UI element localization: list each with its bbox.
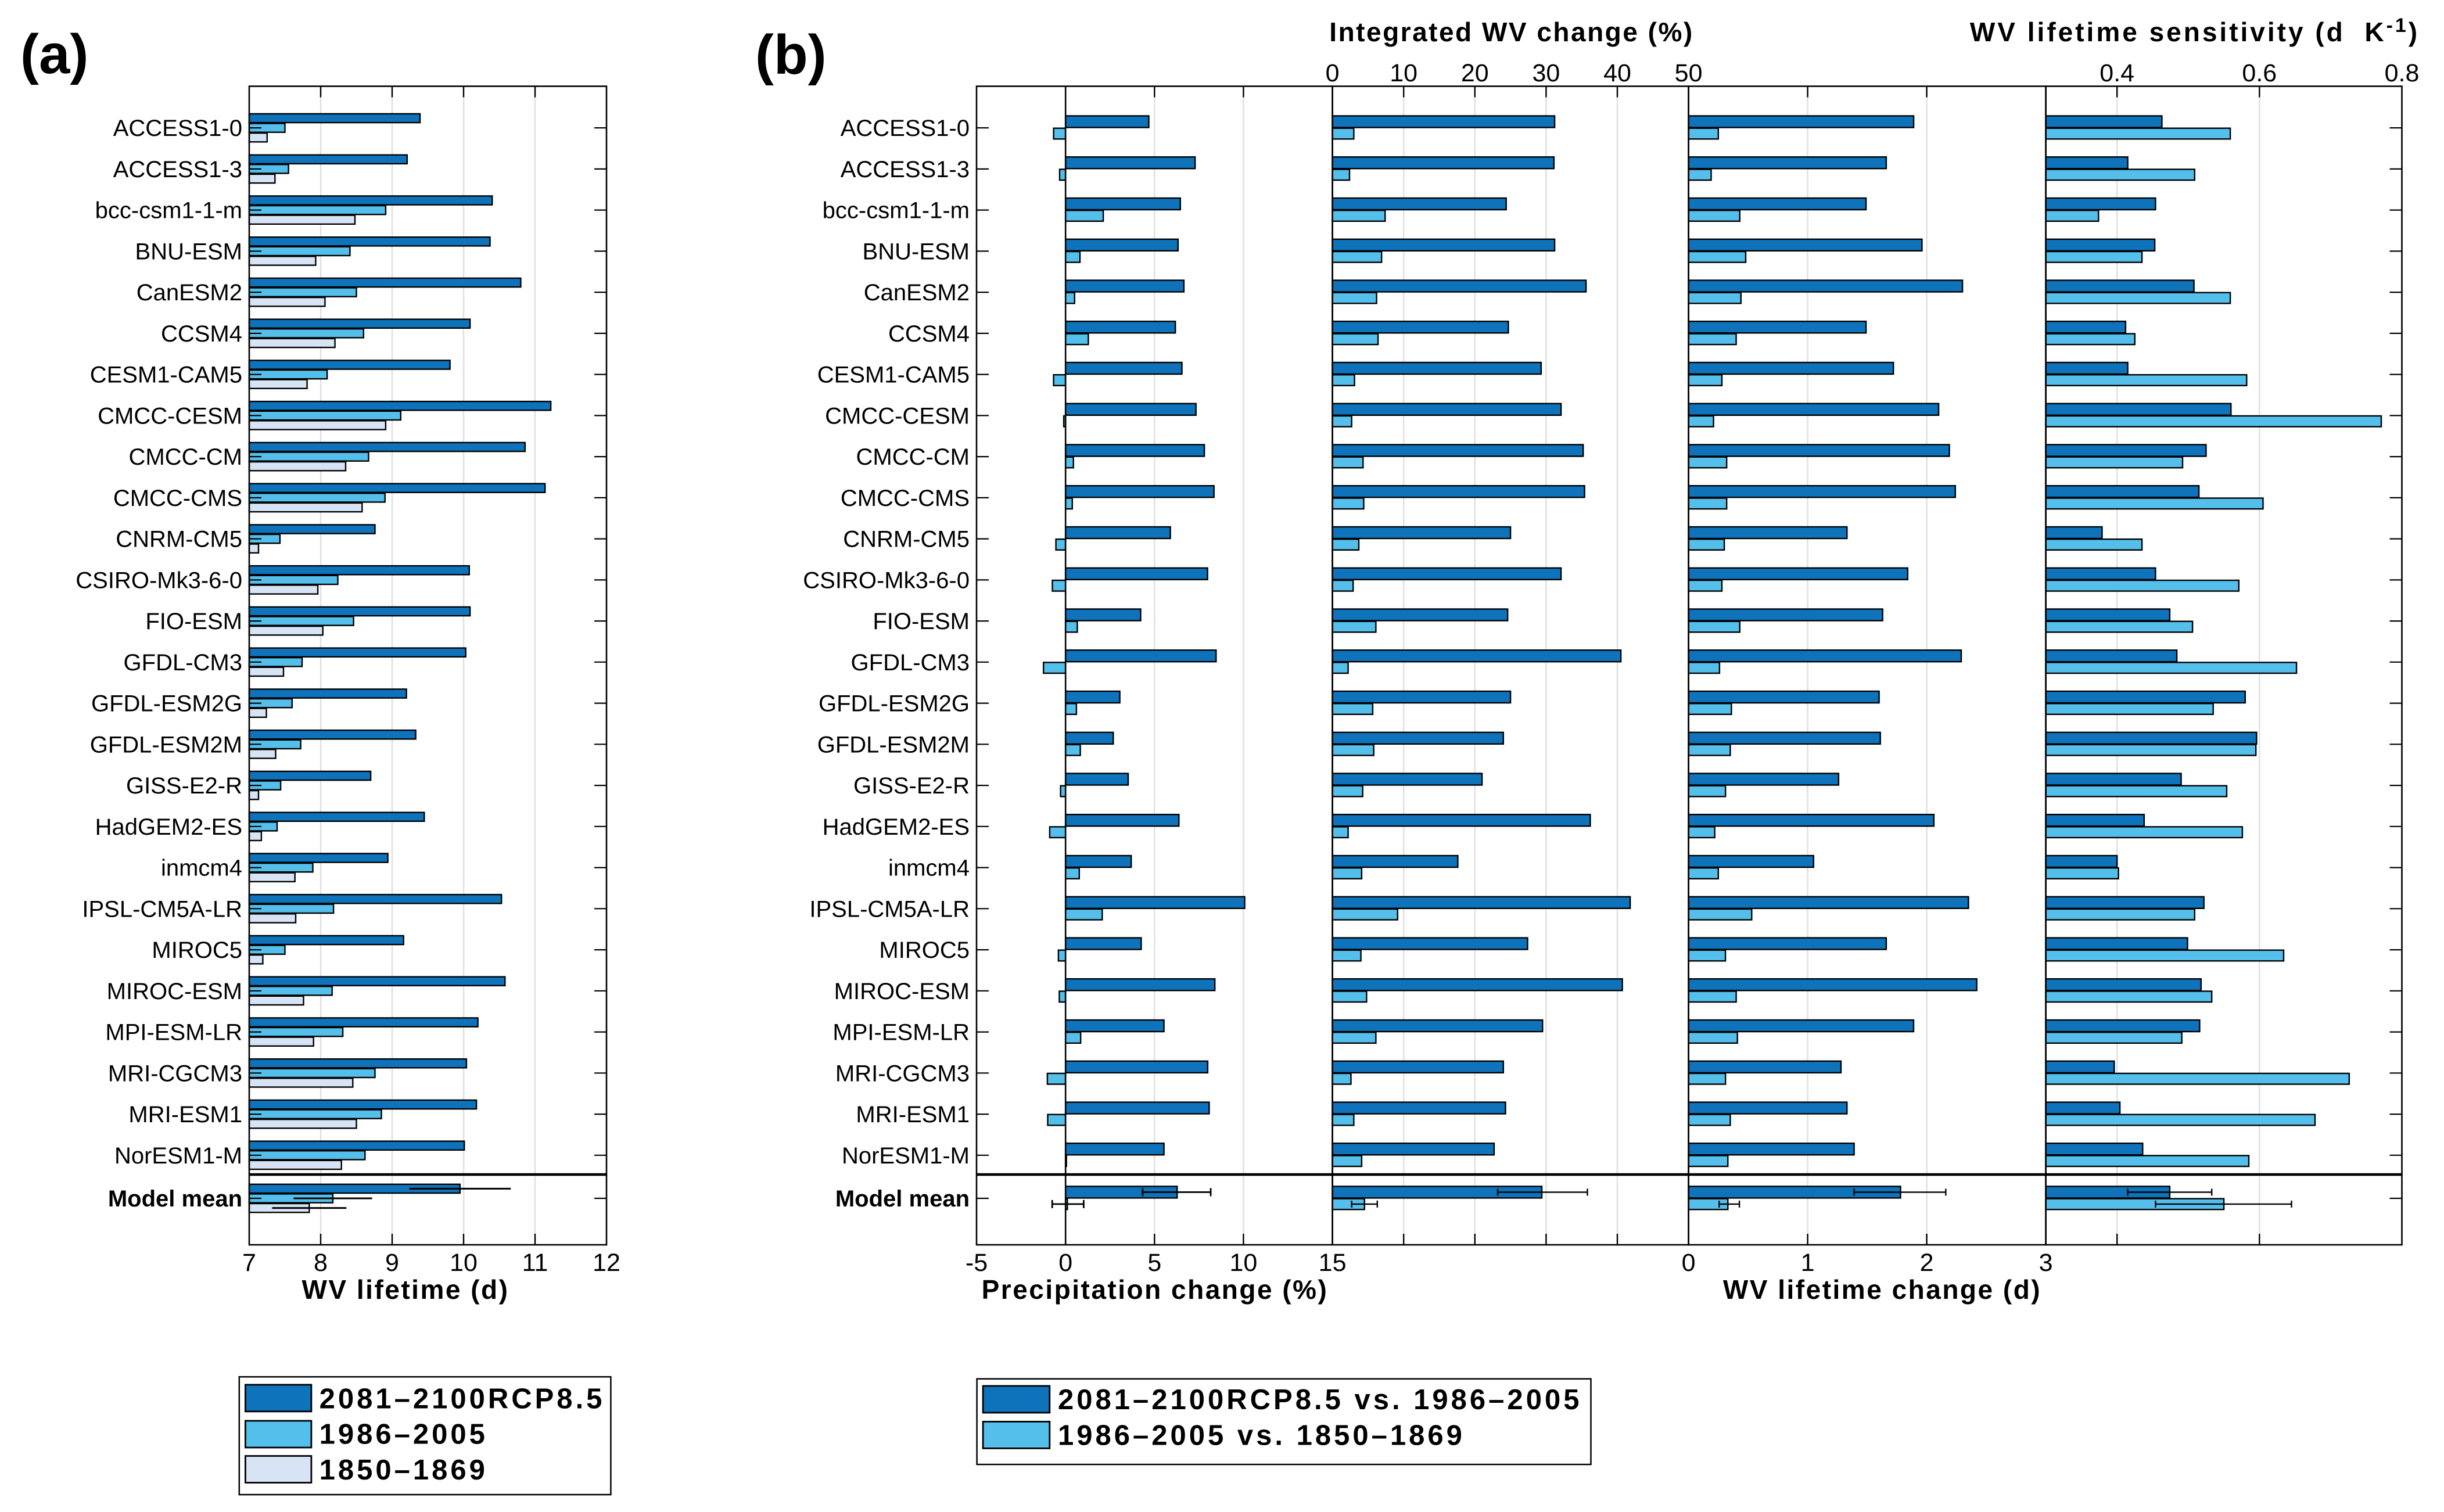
svg-text:MIROC-ESM: MIROC-ESM: [107, 979, 242, 1004]
svg-text:CMCC-CM: CMCC-CM: [856, 444, 970, 470]
svg-text:CESM1-CAM5: CESM1-CAM5: [817, 362, 970, 388]
svg-text:20: 20: [1461, 59, 1489, 87]
svg-text:2081–2100RCP8.5: 2081–2100RCP8.5: [320, 1383, 605, 1414]
svg-text:CNRM-CM5: CNRM-CM5: [116, 527, 242, 552]
svg-text:MRI-CGCM3: MRI-CGCM3: [835, 1061, 970, 1086]
svg-text:ACCESS1-0: ACCESS1-0: [113, 116, 242, 141]
svg-text:1850–1869: 1850–1869: [320, 1454, 488, 1486]
svg-text:GISS-E2-R: GISS-E2-R: [126, 773, 242, 799]
svg-text:MRI-ESM1: MRI-ESM1: [128, 1102, 242, 1127]
svg-text:MIROC5: MIROC5: [879, 938, 970, 963]
svg-text:-5: -5: [966, 1249, 988, 1277]
svg-text:WV lifetime (d): WV lifetime (d): [302, 1274, 509, 1305]
svg-text:ACCESS1-0: ACCESS1-0: [841, 116, 970, 141]
svg-text:GFDL-ESM2G: GFDL-ESM2G: [819, 691, 970, 717]
svg-text:2: 2: [1920, 1249, 1934, 1277]
svg-text:IPSL-CM5A-LR: IPSL-CM5A-LR: [809, 896, 970, 922]
svg-text:MPI-ESM-LR: MPI-ESM-LR: [105, 1020, 242, 1046]
svg-text:WV lifetime change (d): WV lifetime change (d): [1723, 1274, 2041, 1305]
svg-text:bcc-csm1-1-m: bcc-csm1-1-m: [95, 198, 242, 224]
svg-text:0: 0: [1326, 59, 1340, 87]
svg-text:Integrated WV change (%): Integrated WV change (%): [1329, 17, 1693, 47]
svg-text:40: 40: [1603, 59, 1631, 87]
svg-text:GISS-E2-R: GISS-E2-R: [853, 773, 970, 799]
svg-text:inmcm4: inmcm4: [888, 856, 970, 881]
svg-text:NorESM1-M: NorESM1-M: [842, 1143, 970, 1169]
svg-text:50: 50: [1675, 59, 1703, 87]
svg-text:0.8: 0.8: [2385, 59, 2420, 87]
svg-text:NorESM1-M: NorESM1-M: [114, 1143, 242, 1169]
svg-text:0.4: 0.4: [2100, 59, 2134, 87]
svg-text:ACCESS1-3: ACCESS1-3: [841, 157, 970, 182]
svg-text:HadGEM2-ES: HadGEM2-ES: [95, 814, 242, 840]
svg-text:BNU-ESM: BNU-ESM: [135, 239, 242, 264]
svg-text:MPI-ESM-LR: MPI-ESM-LR: [832, 1020, 970, 1046]
svg-text:CanESM2: CanESM2: [137, 280, 242, 306]
svg-text:3: 3: [2039, 1249, 2053, 1277]
svg-text:GFDL-CM3: GFDL-CM3: [124, 650, 242, 676]
svg-text:HadGEM2-ES: HadGEM2-ES: [823, 814, 970, 840]
svg-text:0.6: 0.6: [2242, 59, 2277, 87]
svg-text:15: 15: [1319, 1249, 1347, 1277]
svg-text:MRI-ESM1: MRI-ESM1: [856, 1102, 970, 1127]
svg-text:FIO-ESM: FIO-ESM: [145, 609, 242, 634]
svg-text:10: 10: [1390, 59, 1417, 87]
svg-text:9: 9: [385, 1249, 399, 1277]
svg-text:CMCC-CESM: CMCC-CESM: [825, 403, 970, 429]
svg-text:CMCC-CESM: CMCC-CESM: [98, 403, 242, 429]
svg-text:0: 0: [1682, 1249, 1696, 1277]
svg-text:GFDL-ESM2M: GFDL-ESM2M: [817, 732, 970, 757]
svg-text:(a): (a): [20, 23, 88, 85]
svg-text:5: 5: [1147, 1249, 1161, 1277]
svg-text:CESM1-CAM5: CESM1-CAM5: [90, 362, 242, 388]
svg-text:inmcm4: inmcm4: [161, 856, 242, 881]
svg-text:CSIRO-Mk3-6-0: CSIRO-Mk3-6-0: [76, 568, 242, 593]
svg-text:CanESM2: CanESM2: [864, 280, 970, 306]
svg-text:MRI-CGCM3: MRI-CGCM3: [108, 1061, 242, 1086]
svg-text:GFDL-CM3: GFDL-CM3: [851, 650, 970, 676]
svg-text:1: 1: [1801, 1249, 1815, 1277]
svg-text:CSIRO-Mk3-6-0: CSIRO-Mk3-6-0: [803, 568, 970, 593]
svg-text:1986–2005: 1986–2005: [320, 1419, 488, 1450]
svg-text:WV lifetime sensitivity (d K-: WV lifetime sensitivity (d K-1): [1970, 15, 2420, 47]
svg-text:Precipitation change (%): Precipitation change (%): [982, 1274, 1329, 1305]
svg-text:IPSL-CM5A-LR: IPSL-CM5A-LR: [82, 896, 242, 922]
svg-text:0: 0: [1058, 1249, 1072, 1277]
svg-text:7: 7: [242, 1249, 256, 1277]
svg-text:Model mean: Model mean: [108, 1186, 242, 1212]
svg-text:bcc-csm1-1-m: bcc-csm1-1-m: [823, 198, 970, 224]
svg-text:ACCESS1-3: ACCESS1-3: [113, 157, 242, 182]
svg-text:10: 10: [1229, 1249, 1257, 1277]
svg-text:GFDL-ESM2M: GFDL-ESM2M: [90, 732, 242, 757]
svg-text:1986–2005 vs. 1850–1869: 1986–2005 vs. 1850–1869: [1058, 1420, 1465, 1451]
svg-text:CNRM-CM5: CNRM-CM5: [843, 527, 970, 552]
svg-text:10: 10: [450, 1249, 478, 1277]
svg-text:GFDL-ESM2G: GFDL-ESM2G: [91, 691, 242, 717]
svg-text:12: 12: [593, 1249, 620, 1277]
svg-text:FIO-ESM: FIO-ESM: [873, 609, 970, 634]
svg-text:8: 8: [314, 1249, 328, 1277]
svg-text:CMCC-CM: CMCC-CM: [128, 444, 242, 470]
svg-text:30: 30: [1532, 59, 1560, 87]
svg-text:11: 11: [522, 1249, 548, 1277]
svg-text:CMCC-CMS: CMCC-CMS: [113, 486, 242, 511]
svg-text:(b): (b): [755, 24, 827, 86]
svg-text:2081–2100RCP8.5 vs. 1986–2005: 2081–2100RCP8.5 vs. 1986–2005: [1058, 1384, 1582, 1416]
svg-text:CMCC-CMS: CMCC-CMS: [841, 486, 970, 511]
svg-text:Model mean: Model mean: [835, 1186, 970, 1212]
svg-text:BNU-ESM: BNU-ESM: [863, 239, 970, 264]
svg-text:CCSM4: CCSM4: [888, 321, 970, 347]
svg-text:CCSM4: CCSM4: [161, 321, 242, 347]
svg-text:MIROC5: MIROC5: [152, 938, 242, 963]
svg-text:MIROC-ESM: MIROC-ESM: [834, 979, 970, 1004]
